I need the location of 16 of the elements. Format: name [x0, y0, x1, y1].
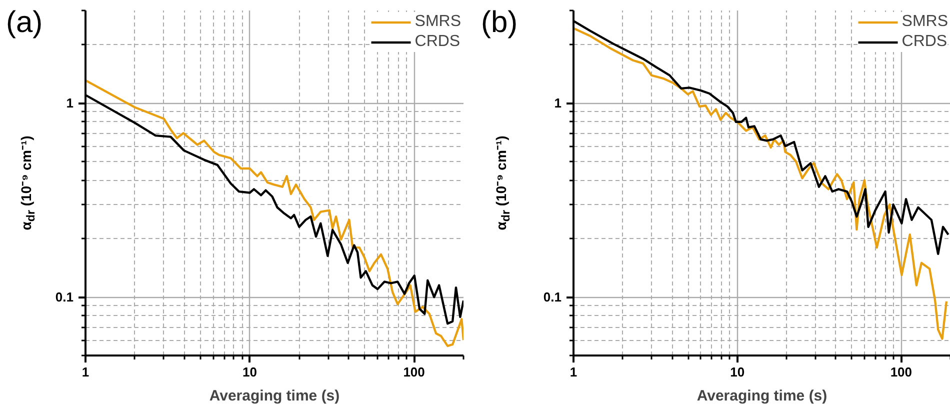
legend-label: SMRS	[414, 13, 461, 31]
x-axis-title: Averaging time (s)	[696, 388, 828, 404]
x-tick-label: 1	[82, 364, 90, 380]
legend-label: CRDS	[902, 33, 948, 51]
x-tick-label: 100	[403, 364, 425, 380]
legend-label: CRDS	[414, 33, 460, 51]
legend-label: SMRS	[902, 13, 948, 31]
x-tick-label: 100	[890, 364, 912, 380]
x-tick-label: 10	[730, 364, 745, 380]
x-axis-title: Averaging time (s)	[209, 388, 340, 404]
x-tick-label: 10	[242, 364, 258, 380]
chart-title: (b)	[481, 5, 518, 41]
y-tick-label: 0.1	[55, 290, 74, 305]
x-tick-label: 1	[570, 364, 578, 380]
y-tick-label: 0.1	[543, 290, 562, 305]
chart-title: (a)	[6, 5, 43, 41]
